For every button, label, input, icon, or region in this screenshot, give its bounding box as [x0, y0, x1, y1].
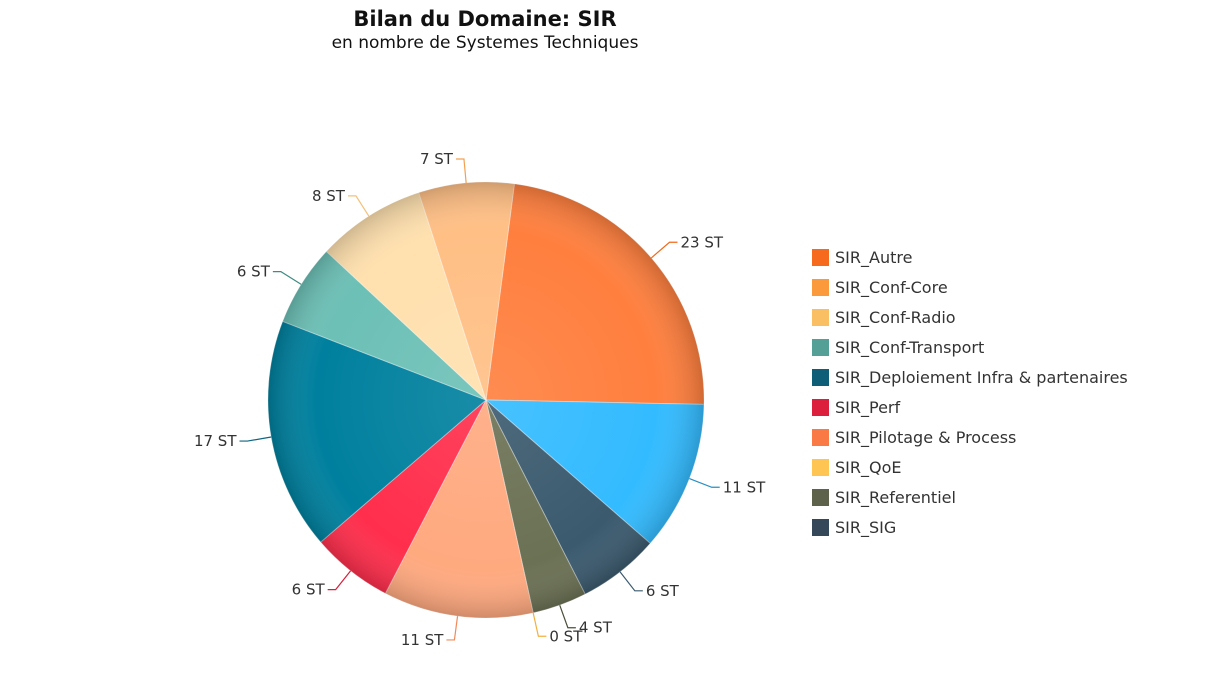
legend-swatch — [812, 279, 829, 296]
legend-label: SIR_Deploiement Infra & partenaires — [835, 368, 1128, 388]
data-label-sir-sig: 8 ST — [312, 187, 346, 205]
data-label-sir-conf-transport: 4 ST — [579, 619, 613, 637]
legend-item-sir-conf-core[interactable]: SIR_Conf-Core — [812, 278, 948, 298]
leader-line-sir-perf — [446, 616, 459, 641]
pie-slices — [267, 181, 705, 619]
legend-item-sir-sig[interactable]: SIR_SIG — [812, 518, 896, 538]
leader-line-sir-sig — [347, 195, 370, 217]
legend-label: SIR_Perf — [835, 398, 900, 418]
leader-line-sir-deploiement-infra-partenaires — [532, 612, 547, 637]
legend-item-sir-conf-transport[interactable]: SIR_Conf-Transport — [812, 338, 984, 358]
legend-swatch — [812, 369, 829, 386]
data-label-slice-10: 7 ST — [420, 150, 454, 168]
legend-label: SIR_Conf-Radio — [835, 308, 956, 328]
legend-label: SIR_Pilotage & Process — [835, 428, 1016, 448]
legend-swatch — [812, 339, 829, 356]
leader-line-sir-pilotage-process — [327, 570, 352, 591]
legend-label: SIR_Conf-Transport — [835, 338, 984, 358]
legend-swatch — [812, 489, 829, 506]
legend-swatch — [812, 519, 829, 536]
data-label-sir-perf: 11 ST — [401, 631, 444, 649]
data-label-sir-deploiement-infra-partenaires: 0 ST — [549, 627, 583, 645]
legend-item-sir-autre[interactable]: SIR_Autre — [812, 248, 912, 268]
data-labels: 23 ST 11 ST 6 ST 4 ST0 ST 11 ST 6 ST 17 ST 6 ST… — [194, 150, 766, 649]
leader-line-sir-conf-transport — [559, 604, 576, 629]
legend-label: SIR_Conf-Core — [835, 278, 948, 298]
data-label-sir-autre: 23 ST — [681, 233, 724, 251]
legend-label: SIR_Autre — [835, 248, 912, 268]
leader-line-sir-referentiel — [272, 270, 302, 285]
leader-line-slice-10 — [455, 158, 467, 183]
data-label-sir-pilotage-process: 6 ST — [292, 581, 326, 599]
pie-slice-sir-autre[interactable] — [485, 183, 705, 405]
legend-label: SIR_QoE — [835, 458, 901, 478]
legend-item-sir-deploiement-infra-partenaires[interactable]: SIR_Deploiement Infra & partenaires — [812, 368, 1128, 388]
legend-item-sir-referentiel[interactable]: SIR_Referentiel — [812, 488, 956, 508]
legend-swatch — [812, 429, 829, 446]
legend-label: SIR_Referentiel — [835, 488, 956, 508]
legend: SIR_Autre SIR_Conf-Core SIR_Conf-Radio SIR_… — [812, 248, 1128, 538]
chart-subtitle: en nombre de Systemes Techniques — [332, 33, 639, 53]
leader-line-sir-autre — [650, 241, 678, 259]
legend-swatch — [812, 249, 829, 266]
chart-title: Bilan du Domaine: SIR — [353, 7, 616, 31]
legend-swatch — [812, 459, 829, 476]
legend-item-sir-perf[interactable]: SIR_Perf — [812, 398, 900, 418]
legend-item-sir-qoe[interactable]: SIR_QoE — [812, 458, 901, 478]
leader-line-sir-conf-core — [689, 478, 720, 488]
legend-swatch — [812, 399, 829, 416]
legend-swatch — [812, 309, 829, 326]
data-label-sir-referentiel: 6 ST — [237, 263, 271, 281]
legend-item-sir-conf-radio[interactable]: SIR_Conf-Radio — [812, 308, 956, 328]
data-label-sir-qoe: 17 ST — [194, 432, 237, 450]
leader-line-sir-qoe — [239, 436, 272, 442]
legend-label: SIR_SIG — [835, 518, 896, 538]
legend-item-sir-pilotage-process[interactable]: SIR_Pilotage & Process — [812, 428, 1016, 448]
data-label-sir-conf-radio: 6 ST — [646, 582, 680, 600]
data-label-sir-conf-core: 11 ST — [723, 478, 766, 496]
leader-line-sir-conf-radio — [619, 571, 643, 592]
